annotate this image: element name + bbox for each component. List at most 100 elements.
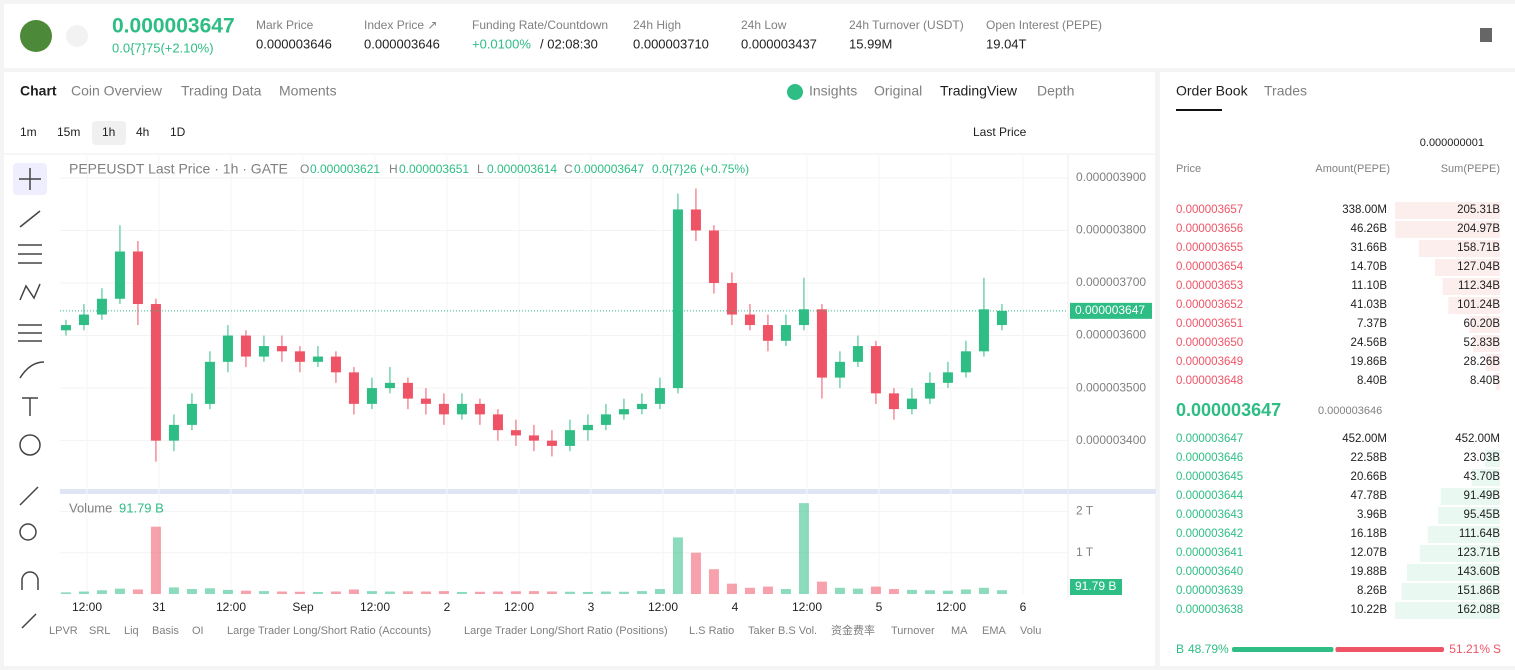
stat-value: 0.000003646 — [364, 36, 440, 51]
price: 0.000003638 — [1176, 604, 1243, 616]
amount: 12.07B — [1351, 547, 1388, 559]
indicator-tab[interactable]: EMA — [982, 625, 1007, 637]
buy-letter: B — [1176, 642, 1184, 656]
indicator-tab[interactable]: Turnover — [891, 625, 935, 637]
volume-bar — [276, 591, 287, 594]
volume-tick-label: 2 T — [1076, 504, 1094, 518]
column-header: Price — [1176, 163, 1201, 175]
chart-tab[interactable]: Chart — [20, 83, 57, 99]
interval[interactable]: 1h — [102, 125, 115, 139]
candle-body — [618, 409, 629, 415]
volume-bar — [852, 588, 863, 594]
volume-bar — [636, 591, 647, 594]
amount: 3.96B — [1357, 509, 1387, 521]
amount: 338.00M — [1342, 204, 1387, 216]
price: 0.000003651 — [1176, 318, 1243, 330]
indicator-tab[interactable]: Large Trader Long/Short Ratio (Positions… — [464, 625, 668, 637]
sum: 205.31B — [1457, 204, 1500, 216]
candle-body — [690, 209, 701, 231]
depth-bar — [1427, 526, 1500, 543]
candle-body — [906, 398, 917, 410]
chart-tab[interactable]: Moments — [279, 83, 337, 99]
candle-body — [150, 304, 161, 441]
orderbook-tab[interactable]: Trades — [1264, 83, 1307, 99]
view-tab[interactable]: Original — [874, 83, 922, 99]
x-tick-label: 12:00 — [792, 600, 822, 614]
tick-size[interactable]: 0.000000001 — [1420, 137, 1484, 149]
volume-bar — [240, 590, 251, 594]
volume-bar — [150, 526, 161, 594]
view-tab[interactable]: TradingView — [940, 83, 1018, 99]
sum: 112.34B — [1458, 280, 1500, 292]
drawing-tools[interactable] — [13, 163, 47, 629]
volume-bar — [204, 588, 215, 594]
price: 0.000003647 — [1176, 433, 1243, 445]
volume-bar — [564, 591, 575, 594]
volume-bar — [96, 590, 107, 594]
favorite-star[interactable] — [66, 25, 88, 47]
interval[interactable]: 4h — [136, 125, 149, 139]
volume-bar — [294, 591, 305, 594]
chart-legend: PEPEUSDT Last Price · 1h · GATE — [69, 161, 288, 177]
indicator-tab[interactable]: LPVR — [49, 625, 78, 637]
indicator-tab[interactable]: MA — [951, 625, 968, 637]
volume-bar — [312, 591, 323, 594]
mark-price: 0.000003646 — [1318, 405, 1382, 417]
indicator-tab[interactable]: L.S Ratio — [689, 625, 734, 637]
candle-body — [474, 403, 485, 415]
interval[interactable]: 1D — [170, 125, 186, 139]
amount: 47.78B — [1351, 490, 1388, 502]
amount: 8.40B — [1357, 375, 1387, 387]
x-tick-label: Sep — [292, 600, 314, 614]
volume-bar — [996, 590, 1007, 594]
ohlc-value: 0.000003614 — [487, 162, 557, 176]
indicator-tab[interactable]: Large Trader Long/Short Ratio (Accounts) — [227, 625, 431, 637]
candle-body — [636, 403, 647, 410]
indicator-tab[interactable]: Taker B.S Vol. — [748, 625, 817, 637]
volume-bar — [366, 591, 377, 594]
mid-price: 0.000003647 — [1176, 400, 1281, 420]
sell-ratio: 51.21% — [1449, 642, 1490, 656]
view-tab[interactable]: Depth — [1037, 83, 1074, 99]
orderbook-tab[interactable]: Order Book — [1176, 83, 1249, 99]
chart-tab[interactable]: Coin Overview — [71, 83, 163, 99]
view-tab[interactable]: Insights — [809, 83, 857, 99]
price-source[interactable]: Last Price — [973, 125, 1027, 139]
indicator-tab[interactable]: Volu — [1020, 625, 1041, 637]
interval[interactable]: 1m — [20, 125, 37, 139]
candle-body — [96, 298, 107, 315]
candle-body — [942, 372, 953, 383]
depth-bar — [1401, 583, 1500, 600]
candle-body — [330, 356, 341, 373]
sum: 158.71B — [1457, 242, 1500, 254]
price: 0.000003655 — [1176, 242, 1243, 254]
indicator-tab[interactable]: 资金费率 — [831, 623, 875, 637]
x-tick-label: 4 — [732, 600, 739, 614]
interval[interactable]: 15m — [57, 125, 80, 139]
insights-icon — [787, 84, 803, 100]
amount: 22.58B — [1351, 452, 1388, 464]
indicator-tab[interactable]: Liq — [124, 625, 139, 637]
candle-body — [600, 414, 611, 425]
indicator-tab[interactable]: Basis — [152, 625, 179, 637]
price: 0.000003652 — [1176, 299, 1243, 311]
price: 0.000003643 — [1176, 509, 1243, 521]
indicator-tab[interactable]: SRL — [89, 625, 110, 637]
sum: 452.00M — [1455, 433, 1500, 445]
depth-bar — [1418, 240, 1500, 257]
x-tick-label: 12:00 — [360, 600, 390, 614]
y-tick-label: 0.000003400 — [1076, 433, 1146, 447]
notebook-icon[interactable] — [1480, 28, 1492, 42]
x-tick-label: 31 — [152, 600, 166, 614]
volume-bar — [186, 589, 197, 594]
candle-body — [582, 424, 593, 431]
candle-body — [78, 314, 89, 326]
chart-tab[interactable]: Trading Data — [181, 83, 262, 99]
stat-value: 19.04T — [986, 36, 1027, 51]
volume-bar — [438, 591, 449, 594]
candle-body — [978, 309, 989, 352]
amount: 7.37B — [1357, 318, 1387, 330]
indicator-tab[interactable]: OI — [192, 625, 204, 637]
depth-bar — [1485, 354, 1500, 371]
